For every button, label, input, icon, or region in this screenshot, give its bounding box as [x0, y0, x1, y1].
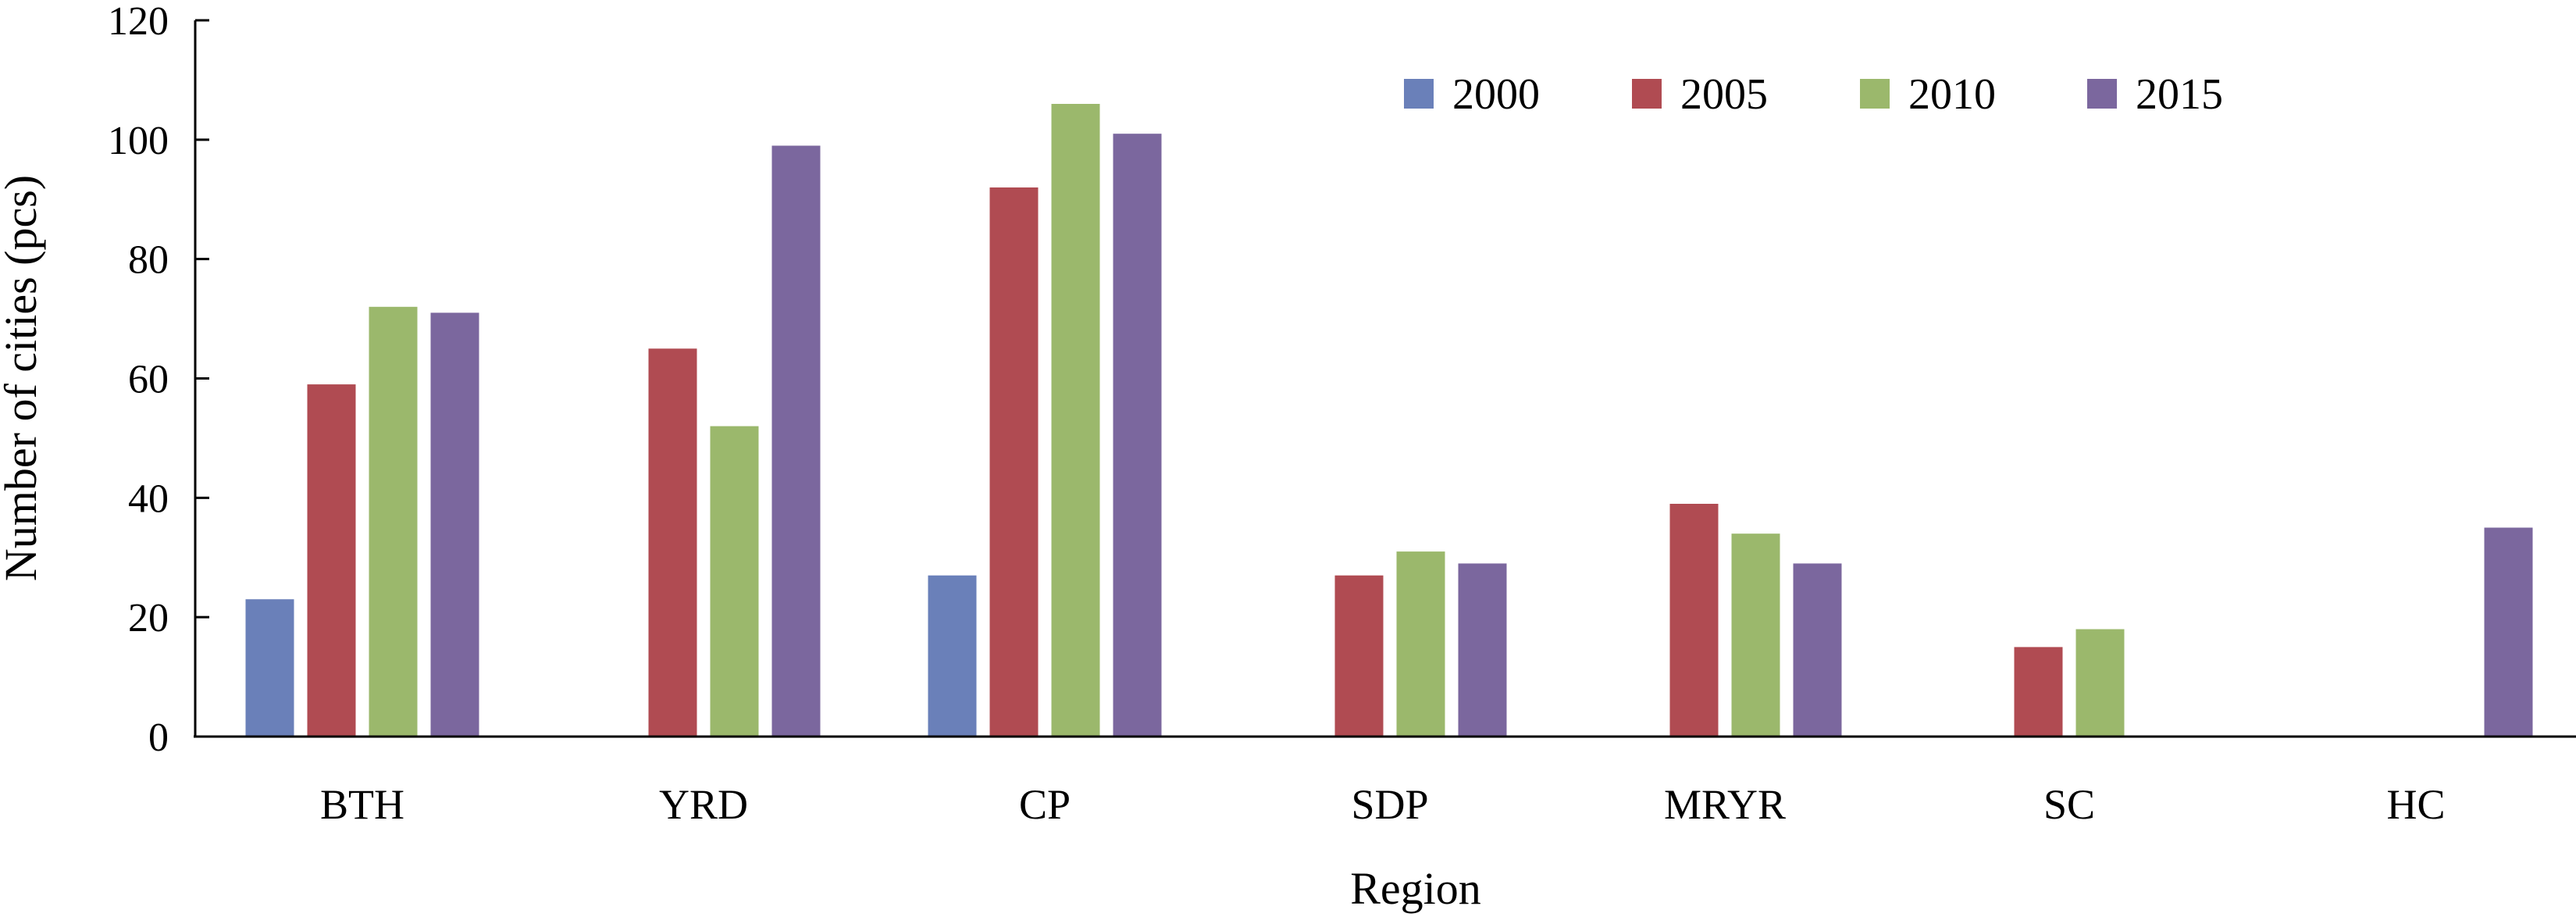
bar-sdp-2015 [1458, 563, 1507, 737]
bar-hc-2015 [2484, 527, 2533, 737]
x-category-label: HC [2386, 781, 2445, 828]
x-category-label: BTH [320, 781, 404, 828]
bar-sdp-2010 [1396, 551, 1445, 737]
bar-cp-2010 [1051, 104, 1100, 737]
legend-swatch-2015 [2087, 79, 2117, 109]
x-category-label: YRD [659, 781, 748, 828]
bar-bth-2000 [245, 599, 294, 737]
x-category-label: CP [1019, 781, 1071, 828]
y-tick-label: 0 [148, 715, 169, 760]
bar-yrd-2010 [710, 426, 759, 737]
legend-label-2005: 2005 [1680, 70, 1768, 119]
bar-mryr-2005 [1669, 504, 1719, 737]
x-category-labels: BTH YRD CP SDP MRYR SC HC [320, 781, 2446, 828]
legend-swatch-2000 [1404, 79, 1434, 109]
bar-cp-2005 [989, 187, 1039, 737]
legend-label-2010: 2010 [1908, 70, 1996, 119]
x-category-label: SC [2043, 781, 2095, 828]
bar-mryr-2010 [1731, 533, 1780, 737]
legend-label-2000: 2000 [1452, 70, 1540, 119]
bar-bth-2005 [307, 384, 356, 737]
bar-yrd-2015 [771, 145, 821, 737]
y-tick-label: 100 [108, 119, 169, 163]
bar-sc-2005 [2014, 647, 2063, 737]
bars-layer [245, 104, 2533, 737]
bar-yrd-2005 [648, 348, 697, 737]
bar-cp-2000 [928, 575, 977, 737]
legend-label-2015: 2015 [2136, 70, 2223, 119]
y-tick-label: 20 [128, 596, 169, 640]
x-category-label: MRYR [1664, 781, 1786, 828]
x-axis-title: Region [1350, 863, 1481, 914]
bar-bth-2010 [369, 306, 418, 737]
bar-bth-2015 [430, 312, 479, 737]
legend: 2000 2005 2010 2015 [1404, 70, 2223, 119]
x-category-label: SDP [1351, 781, 1428, 828]
legend-swatch-2005 [1632, 79, 1662, 109]
y-tick-label: 120 [108, 0, 169, 44]
bar-mryr-2015 [1793, 563, 1842, 737]
y-tick-label: 80 [128, 238, 169, 283]
bar-sdp-2005 [1334, 575, 1384, 737]
bar-sc-2010 [2075, 629, 2125, 737]
legend-swatch-2010 [1860, 79, 1890, 109]
bar-cp-2015 [1113, 134, 1162, 737]
axes-layer [194, 20, 2576, 738]
y-tick-label: 60 [128, 358, 169, 402]
y-ticks: 0 20 40 60 80 100 120 [108, 0, 209, 760]
y-tick-label: 40 [128, 476, 169, 521]
y-axis-title: Number of cities (pcs) [0, 175, 46, 581]
